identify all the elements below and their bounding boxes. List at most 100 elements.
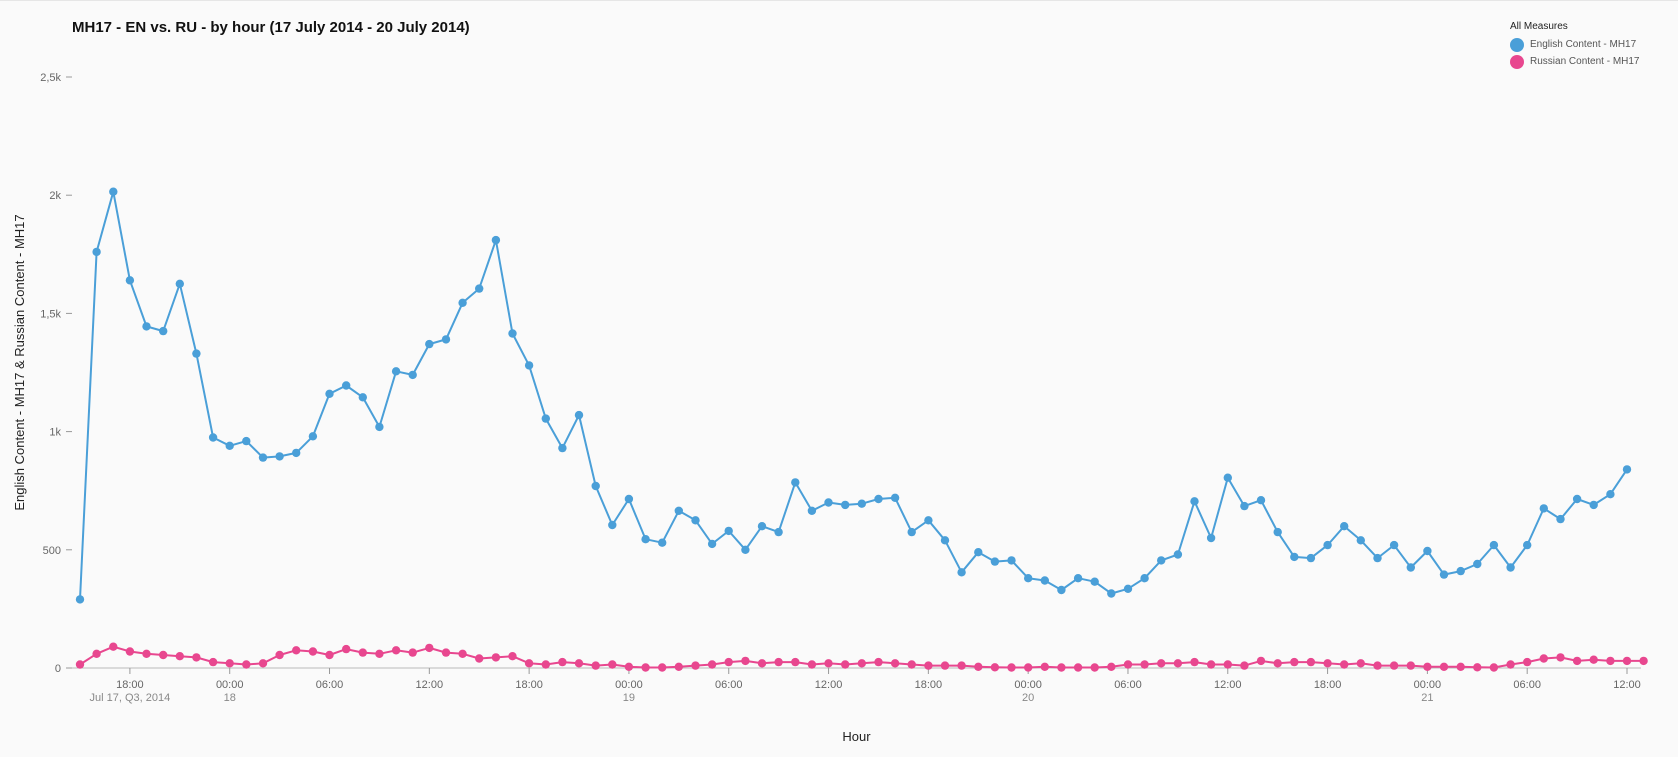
data-point-russian [175,652,184,661]
data-point-russian [109,642,118,651]
data-point-russian [1356,659,1366,668]
x-tick-label: 18:00 [915,679,943,691]
data-point-english [1190,497,1199,506]
data-point-english [408,370,417,380]
data-point-english [1040,576,1050,585]
data-point-english [924,516,933,525]
data-point-english [1373,553,1382,563]
data-point-russian [1606,656,1615,666]
data-point-english [974,548,983,557]
data-point-english [1572,494,1582,504]
data-point-english [1223,473,1233,482]
data-point-english [425,339,434,349]
data-point-english [541,414,550,423]
data-point-english [608,520,617,530]
data-point-russian [1206,660,1216,669]
data-point-english [1306,553,1316,563]
data-point-russian [757,659,767,668]
data-point-english [491,235,501,245]
data-point-english [1323,540,1332,550]
data-point-russian [791,657,800,667]
data-point-english [292,448,301,458]
data-point-english [558,443,567,453]
data-point-english [342,381,351,390]
data-point-english [325,389,334,398]
data-point-russian [1373,661,1382,670]
data-point-russian [1173,659,1183,668]
data-point-russian [1506,660,1515,669]
data-point-russian [325,650,334,660]
data-point-russian [1306,657,1316,667]
data-point-russian [192,653,201,662]
data-point-russian [691,661,700,670]
data-point-russian [1456,662,1465,671]
data-point-russian [1622,656,1632,666]
data-point-russian [92,649,101,658]
data-point-english [258,453,268,462]
data-point-english [125,276,135,285]
data-point-russian [1556,653,1565,662]
data-point-english [391,367,401,376]
legend-title: All Measures [1510,21,1568,32]
data-point-english [1506,563,1515,572]
data-point-russian [1240,661,1249,670]
data-point-russian [142,649,151,658]
data-point-english [1140,574,1149,583]
data-point-russian [857,659,866,668]
data-point-russian [1589,655,1598,664]
data-point-english [1622,465,1632,474]
data-point-russian [1340,660,1349,669]
y-tick-label: 1,5k [40,308,61,320]
data-point-english [1157,556,1166,565]
data-point-russian [1256,656,1266,666]
data-point-english [1423,546,1432,556]
data-point-russian [824,659,833,668]
data-point-english [192,349,201,358]
legend: All Measures English Content - MH17 Russ… [1510,21,1640,70]
legend-item-english[interactable]: English Content - MH17 [1510,36,1640,53]
series-english [75,187,1632,604]
data-point-english [1456,566,1465,576]
data-point-english [741,545,750,554]
data-point-english [624,494,634,504]
legend-marker-english [1510,37,1524,52]
data-point-russian [1007,663,1016,672]
data-point-english [508,329,517,338]
data-point-english [1589,500,1598,510]
data-point-english [475,284,484,293]
x-tick-label: 06:00 [715,679,743,691]
data-point-russian [874,657,883,667]
data-point-russian [1107,662,1116,671]
data-point-russian [358,648,367,657]
data-point-english [275,452,284,461]
data-point-english [1523,540,1532,550]
data-point-russian [159,650,168,660]
data-point-russian [342,644,351,654]
data-point-english [957,568,966,577]
data-point-english [907,527,916,537]
data-point-russian [225,659,234,668]
series-russian [75,642,1648,672]
data-point-russian [1523,657,1532,667]
legend-item-russian[interactable]: Russian Content - MH17 [1510,53,1640,70]
data-point-russian [425,643,434,653]
x-tick-label: 12:00 [416,679,444,691]
data-point-russian [741,656,750,666]
data-point-english [658,538,667,547]
data-point-russian [541,660,550,669]
data-point-english [1173,550,1183,559]
data-point-english [175,279,184,288]
data-point-russian [1123,660,1133,669]
data-point-russian [841,660,850,669]
data-point-russian [624,662,634,671]
data-point-russian [508,652,517,661]
data-point-russian [208,657,218,667]
x-tick-label: 18:00 [1314,679,1342,691]
data-point-english [1007,556,1016,565]
data-point-russian [408,648,417,657]
data-point-english [159,326,168,336]
x-tick-label: 18:00 [515,679,543,691]
data-point-russian [375,649,384,658]
data-point-russian [1489,663,1499,672]
